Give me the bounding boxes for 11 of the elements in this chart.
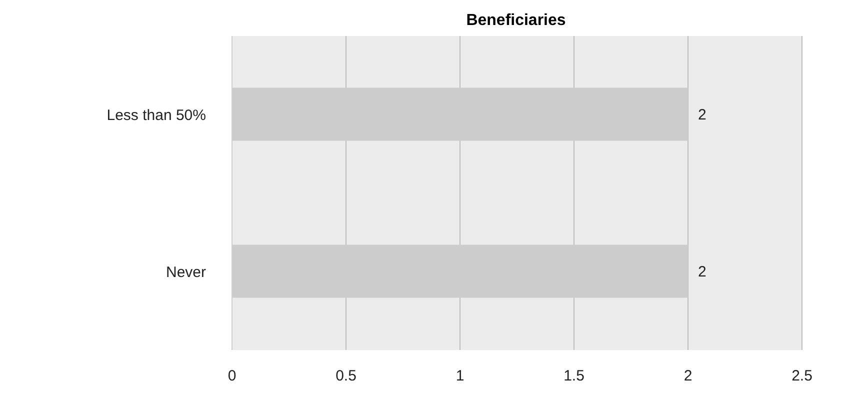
x-tick-label: 2.5 xyxy=(792,368,812,385)
x-tick-label: 0 xyxy=(228,368,236,385)
chart-title: Beneficiaries xyxy=(465,11,567,31)
x-tick-label: 1.5 xyxy=(564,368,584,385)
x-tick-label: 0.5 xyxy=(336,368,356,385)
y-tick-label: Never xyxy=(166,264,206,281)
data-label: 2 xyxy=(698,106,706,124)
y-tick-label: Less than 50% xyxy=(106,106,206,124)
x-tick-label: 2 xyxy=(684,368,692,385)
data-label: 2 xyxy=(698,264,706,281)
x-tick-label: 1 xyxy=(456,368,464,385)
